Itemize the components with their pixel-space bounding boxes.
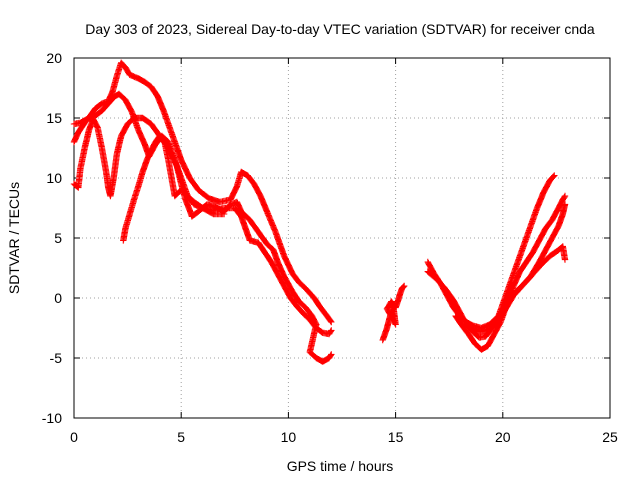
x-tick-label: 10 [281,429,297,445]
series-track-c [70,114,335,365]
series-track-i [467,201,569,335]
y-tick-label: 5 [54,230,62,246]
series-markers [467,201,569,335]
tick-labels: 0 5 10 15 20 25 -10 -5 0 5 10 15 20 [42,50,618,445]
series-markers [424,172,558,341]
data-points [70,59,569,365]
series-track-g [424,172,558,341]
series-markers [70,90,335,338]
x-tick-label: 20 [495,429,511,445]
y-tick-label: -5 [50,350,63,366]
x-tick-label: 15 [388,429,404,445]
grid [74,58,610,418]
series-markers [120,132,228,244]
y-tick-label: 20 [46,50,62,66]
ticks [73,57,611,419]
series-track-e [379,282,408,344]
y-tick-label: 10 [46,170,62,186]
series-markers [70,114,335,365]
x-tick-label: 25 [602,429,618,445]
y-tick-label: 15 [46,110,62,126]
x-axis-label: GPS time / hours [287,458,394,474]
series-track-d [120,132,228,244]
y-axis-label: SDTVAR / TECUs [6,182,22,294]
y-tick-label: 0 [54,290,62,306]
x-tick-label: 5 [177,429,185,445]
series-track-b [70,90,335,338]
chart-title: Day 303 of 2023, Sidereal Day-to-day VTE… [85,21,595,37]
x-tick-label: 0 [70,429,78,445]
y-tick-label: -10 [42,410,62,426]
series-markers [379,282,408,344]
